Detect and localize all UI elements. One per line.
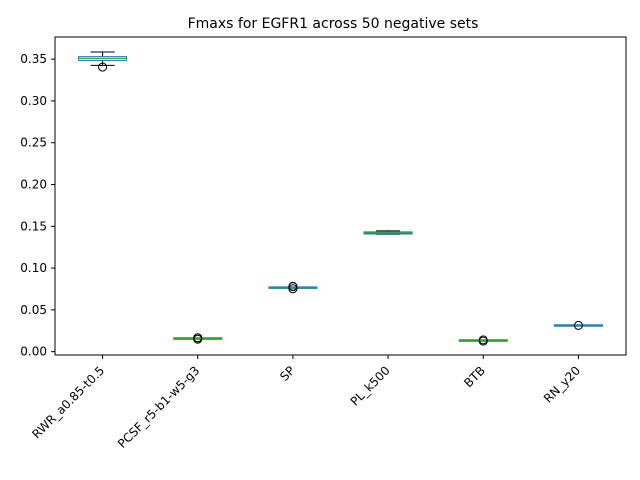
x-tick-label: RN_y20 xyxy=(541,363,583,405)
y-tick-label: 0.25 xyxy=(20,136,47,150)
y-tick-label: 0.20 xyxy=(20,178,47,192)
y-tick-label: 0.30 xyxy=(20,94,47,108)
box-group-2 xyxy=(269,282,317,293)
y-tick-label: 0.35 xyxy=(20,52,47,66)
x-axis: RWR_a0.85-t0.5 PCSF_r5-b1-w5-g3 SP PL_k500 B… xyxy=(29,355,583,451)
y-tick-label: 0.05 xyxy=(20,303,47,317)
box-group-0 xyxy=(79,52,127,71)
x-tick-label: PL_k500 xyxy=(348,363,393,408)
x-tick-label: SP xyxy=(277,363,297,383)
box-group-4 xyxy=(459,336,507,345)
x-tick-label: PCSF_r5-b1-w5-g3 xyxy=(115,363,202,450)
x-tick-label: RWR_a0.85-t0.5 xyxy=(29,363,107,441)
y-tick-label: 0.00 xyxy=(20,345,47,359)
box-group-3 xyxy=(364,231,412,234)
y-tick-label: 0.10 xyxy=(20,261,47,275)
box-group-1 xyxy=(174,334,222,343)
y-tick-label: 0.15 xyxy=(20,219,47,233)
plot-area xyxy=(79,52,603,345)
box-group-5 xyxy=(554,321,602,329)
x-tick-label: BTB xyxy=(461,363,488,390)
y-axis: 0.00 0.05 0.10 0.15 0.20 0.25 0.30 0.35 xyxy=(20,52,55,359)
chart-title: Fmaxs for EGFR1 across 50 negative sets xyxy=(188,16,479,32)
plot-frame xyxy=(55,37,626,355)
